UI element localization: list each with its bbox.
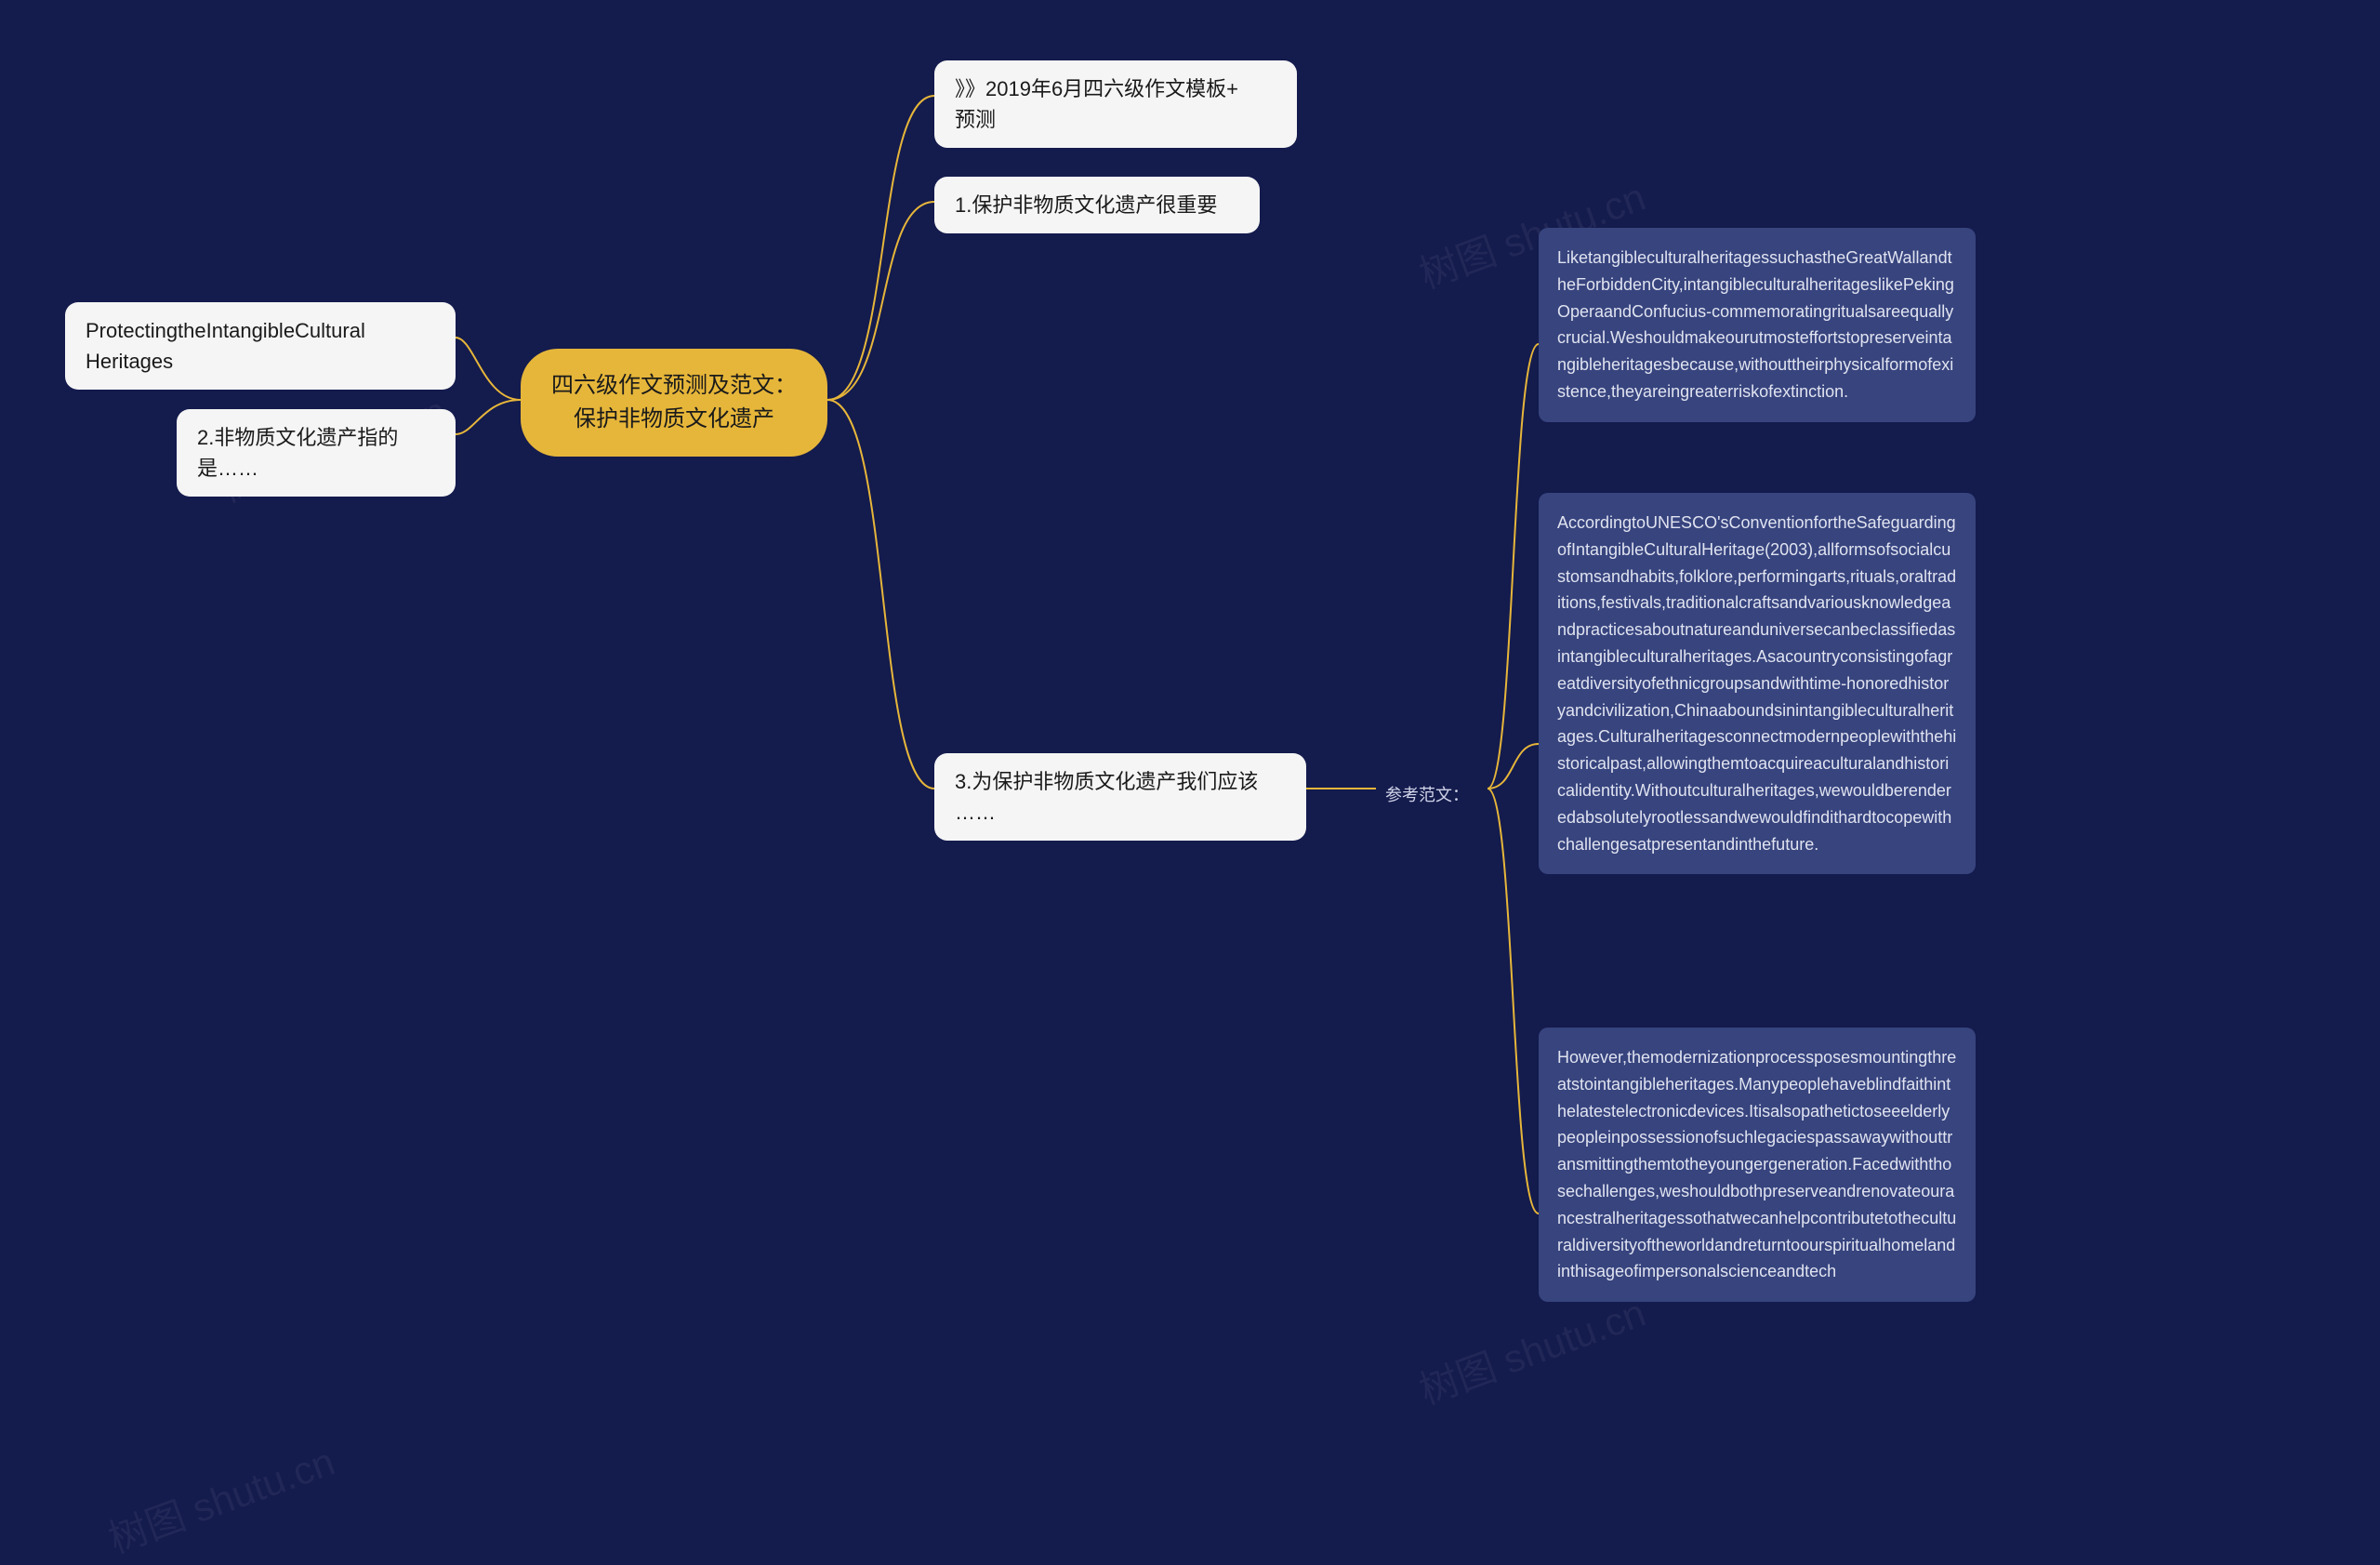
node-text: LiketangibleculturalheritagessuchastheGr… bbox=[1557, 248, 1954, 401]
root-label: 四六级作文预测及范文： 保护非物质文化遗产 bbox=[551, 373, 797, 431]
node-label: 》》2019年6月四六级作文模板+ 预测 bbox=[955, 77, 1238, 131]
reference-label: 参考范文： bbox=[1376, 776, 1478, 812]
left-node-definition[interactable]: 2.非物质文化遗产指的是…… bbox=[177, 409, 456, 497]
right-node-template[interactable]: 》》2019年6月四六级作文模板+ 预测 bbox=[934, 60, 1297, 148]
watermark: 树图 shutu.cn bbox=[99, 1430, 341, 1564]
node-text: AccordingtoUNESCO'sConventionfortheSafeg… bbox=[1557, 513, 1956, 854]
node-label: 2.非物质文化遗产指的是…… bbox=[197, 426, 398, 480]
right-node-measures[interactable]: 3.为保护非物质文化遗产我们应该 …… bbox=[934, 753, 1306, 841]
essay-node-2[interactable]: AccordingtoUNESCO'sConventionfortheSafeg… bbox=[1539, 493, 1976, 874]
essay-node-1[interactable]: LiketangibleculturalheritagessuchastheGr… bbox=[1539, 228, 1976, 422]
right-node-importance[interactable]: 1.保护非物质文化遗产很重要 bbox=[934, 177, 1260, 233]
node-label: 1.保护非物质文化遗产很重要 bbox=[955, 193, 1217, 217]
root-node[interactable]: 四六级作文预测及范文： 保护非物质文化遗产 bbox=[521, 349, 827, 457]
left-node-protecting[interactable]: ProtectingtheIntangibleCultural Heritage… bbox=[65, 302, 456, 390]
node-label: 3.为保护非物质文化遗产我们应该 …… bbox=[955, 770, 1258, 824]
node-label: 参考范文： bbox=[1385, 786, 1469, 804]
node-text: However,themodernizationprocessposesmoun… bbox=[1557, 1048, 1956, 1280]
essay-node-3[interactable]: However,themodernizationprocessposesmoun… bbox=[1539, 1028, 1976, 1302]
node-label: ProtectingtheIntangibleCultural Heritage… bbox=[86, 319, 365, 373]
